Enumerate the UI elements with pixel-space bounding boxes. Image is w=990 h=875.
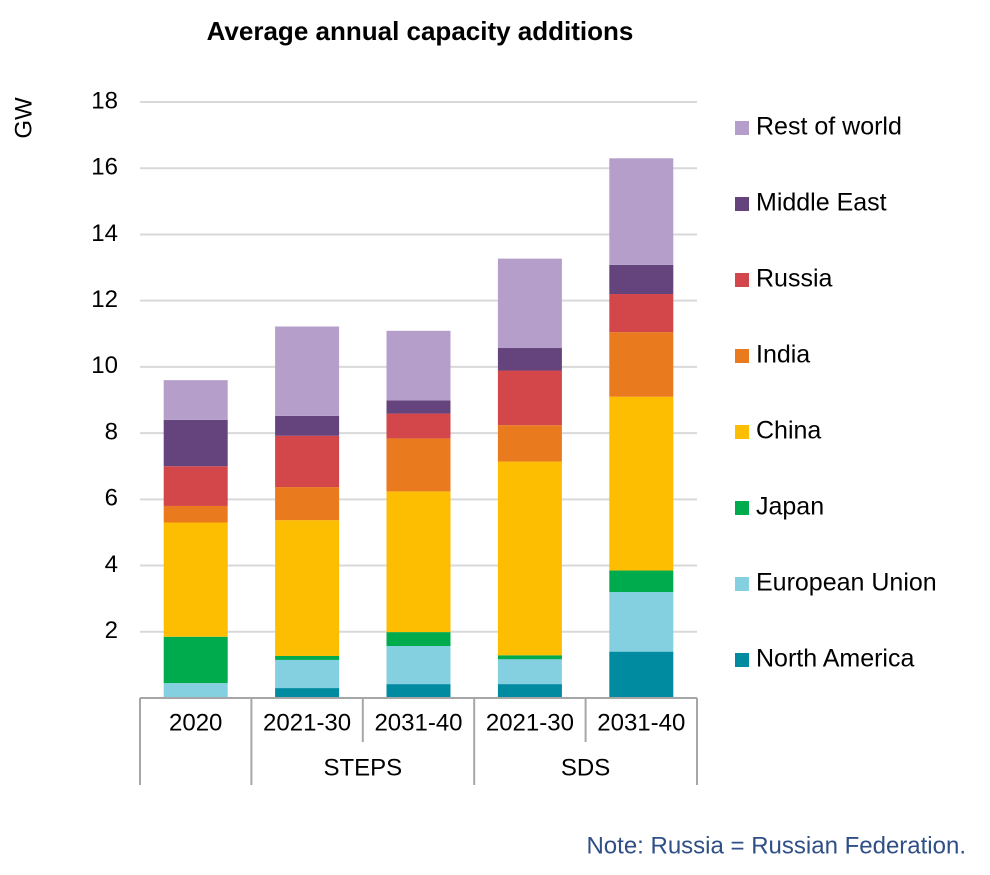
bar-segment (497, 370, 562, 426)
y-axis-label: GW (10, 97, 37, 139)
legend-label: North America (756, 645, 914, 673)
bar-segment (386, 491, 451, 633)
legend-label: Middle East (756, 189, 887, 217)
bar-segment (275, 659, 340, 689)
bar-segment (497, 659, 562, 685)
bar-segment (497, 258, 562, 349)
x-tick-label: 2031-40 (597, 709, 685, 736)
bar-segment (275, 520, 340, 656)
bar-segment (386, 438, 451, 492)
note: Note: Russia = Russian Federation. (586, 832, 966, 859)
chart-title: Average annual capacity additions (207, 16, 634, 46)
bar-segment (163, 380, 228, 420)
bar-segment (386, 330, 451, 401)
legend-swatch (735, 349, 749, 363)
bar-segment (609, 592, 674, 652)
bar-segment (497, 348, 562, 371)
legend-swatch (735, 425, 749, 439)
bar-segment (609, 651, 674, 698)
bar-segment (275, 415, 340, 436)
bar-segment (609, 158, 674, 265)
y-tick-label: 8 (105, 418, 118, 445)
legend-label: Russia (756, 265, 833, 293)
bar-segment (275, 487, 340, 521)
bar-segment (609, 570, 674, 593)
bar-segment (497, 684, 562, 698)
legend-label: Rest of world (756, 113, 902, 141)
bar-segment (163, 683, 228, 698)
bar-segment (275, 688, 340, 698)
x-tick-label: 2020 (169, 709, 222, 736)
y-tick-label: 2 (105, 617, 118, 644)
bar-segment (163, 419, 228, 467)
legend-swatch (735, 501, 749, 515)
bar-segment (386, 684, 451, 698)
bar-segment (497, 461, 562, 656)
bar-segment (275, 326, 340, 416)
bar-segment (609, 264, 674, 295)
x-tick-label: 2021-30 (486, 709, 574, 736)
bar-segment (386, 413, 451, 439)
legend-label: India (756, 341, 810, 369)
bar-segment (386, 646, 451, 685)
bar-segment (609, 332, 674, 397)
group-label: STEPS (323, 754, 402, 781)
y-tick-label: 14 (91, 220, 118, 247)
bar-segment (497, 425, 562, 462)
bar-segment (275, 435, 340, 488)
bar-segment (163, 466, 228, 506)
y-tick-label: 16 (91, 154, 118, 181)
legend-swatch (735, 653, 749, 667)
legend-swatch (735, 197, 749, 211)
legend-label: China (756, 417, 821, 445)
y-tick-label: 4 (105, 551, 118, 578)
x-tick-label: 2031-40 (374, 709, 462, 736)
legend-swatch (735, 121, 749, 135)
bar-segment (609, 396, 674, 571)
bar-segment (163, 522, 228, 637)
y-tick-label: 6 (105, 485, 118, 512)
bar-segment (163, 636, 228, 684)
legend-swatch (735, 577, 749, 591)
y-tick-label: 18 (91, 87, 118, 114)
bar-segment (163, 505, 228, 523)
bar-segment (386, 400, 451, 414)
bar-segment (386, 632, 451, 647)
legend-label: Japan (756, 493, 824, 521)
bar-segment (497, 655, 562, 660)
y-tick-label: 10 (91, 352, 118, 379)
bar-segment (609, 294, 674, 333)
legend-label: European Union (756, 569, 937, 597)
y-tick-label: 12 (91, 286, 118, 313)
legend-swatch (735, 273, 749, 287)
bar-segment (275, 655, 340, 660)
group-label: SDS (561, 754, 610, 781)
x-tick-label: 2021-30 (263, 709, 351, 736)
